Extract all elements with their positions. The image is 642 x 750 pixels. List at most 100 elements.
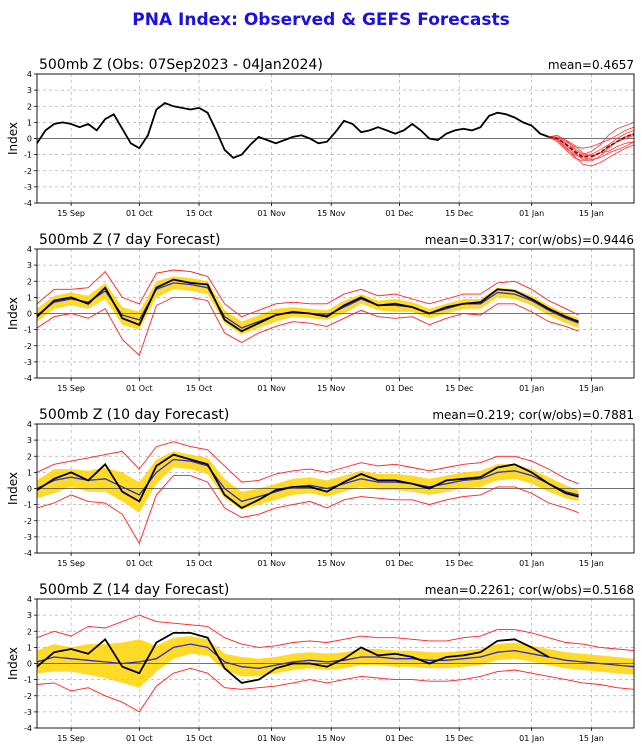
y-axis-label: Index	[6, 472, 20, 505]
ensemble-min-line	[36, 667, 635, 713]
observed-line	[36, 278, 579, 333]
y-tick-label: 4	[27, 70, 32, 79]
panel-stat: mean=0.2261; cor(w/obs)=0.5168	[425, 583, 634, 597]
y-tick-label: 3	[27, 611, 32, 620]
x-tick-label: 01 Dec	[385, 734, 413, 743]
ensemble-max-line	[36, 441, 579, 485]
y-tick-label: -2	[24, 342, 32, 351]
y-tick-label: 4	[27, 245, 32, 254]
x-tick-label: 01 Nov	[257, 559, 286, 568]
x-tick-label: 15 Oct	[186, 209, 213, 218]
x-tick-label: 15 Nov	[317, 734, 346, 743]
x-tick-label: 01 Jan	[519, 734, 544, 743]
x-tick-label: 01 Oct	[126, 384, 153, 393]
x-tick-label: 15 Dec	[445, 209, 473, 218]
panel-stat: mean=0.4657	[548, 58, 634, 72]
x-tick-label: 15 Sep	[57, 384, 85, 393]
chart-panel-3: 500mb Z (10 day Forecast) mean=0.219; cor…	[6, 407, 635, 568]
x-tick-label: 01 Nov	[257, 209, 286, 218]
y-tick-label: -2	[24, 692, 32, 701]
chart-panel-4: 500mb Z (14 day Forecast) mean=0.2261; co…	[6, 582, 635, 743]
ensemble-spread-band	[37, 451, 579, 513]
x-tick-label: 01 Dec	[385, 384, 413, 393]
y-tick-label: 2	[27, 452, 32, 461]
panel-title: 500mb Z (14 day Forecast)	[39, 582, 229, 598]
x-tick-label: 01 Oct	[126, 209, 153, 218]
y-tick-label: -4	[24, 724, 32, 733]
ensemble-max-line	[36, 269, 579, 318]
panel-title: 500mb Z (Obs: 07Sep2023 - 04Jan2024)	[39, 57, 323, 73]
x-tick-label: 01 Oct	[126, 734, 153, 743]
y-tick-label: 2	[27, 627, 32, 636]
y-tick-label: -3	[24, 183, 32, 192]
y-tick-label: 2	[27, 102, 32, 111]
y-tick-label: -1	[24, 676, 32, 685]
y-tick-label: -1	[24, 151, 32, 160]
y-tick-label: -2	[24, 167, 32, 176]
y-tick-label: 1	[27, 293, 32, 302]
ensemble-mean-line	[36, 643, 635, 669]
x-tick-label: 15 Jan	[579, 734, 604, 743]
panel-title: 500mb Z (10 day Forecast)	[39, 407, 229, 423]
forecast-member-line	[548, 136, 635, 167]
y-tick-label: -3	[24, 358, 32, 367]
y-tick-label: -4	[24, 374, 32, 383]
y-tick-label: 0	[27, 660, 32, 669]
x-tick-label: 15 Oct	[186, 559, 213, 568]
observed-line	[36, 101, 550, 159]
x-tick-label: 01 Jan	[519, 384, 544, 393]
y-tick-label: 3	[27, 436, 32, 445]
ensemble-min-line	[36, 475, 579, 545]
forecast-mean-line	[548, 132, 635, 158]
x-tick-label: 01 Oct	[126, 559, 153, 568]
x-tick-label: 01 Nov	[257, 734, 286, 743]
x-tick-label: 15 Jan	[579, 559, 604, 568]
y-axis-label: Index	[6, 647, 20, 680]
y-tick-label: 3	[27, 86, 32, 95]
y-axis-label: Index	[6, 122, 20, 155]
x-tick-label: 01 Dec	[385, 559, 413, 568]
observed-line	[36, 453, 579, 509]
x-tick-label: 15 Jan	[579, 209, 604, 218]
panel-stat: mean=0.219; cor(w/obs)=0.7881	[432, 408, 634, 422]
y-tick-label: 0	[27, 485, 32, 494]
y-tick-label: -1	[24, 326, 32, 335]
x-tick-label: 15 Jan	[579, 384, 604, 393]
y-tick-label: 1	[27, 643, 32, 652]
x-tick-label: 15 Nov	[317, 384, 346, 393]
x-tick-label: 15 Sep	[57, 209, 85, 218]
x-tick-label: 15 Dec	[445, 734, 473, 743]
y-tick-label: 3	[27, 261, 32, 270]
ensemble-min-line	[36, 296, 579, 357]
y-tick-label: 0	[27, 310, 32, 319]
x-tick-label: 15 Oct	[186, 384, 213, 393]
x-tick-label: 15 Dec	[445, 384, 473, 393]
y-tick-label: -1	[24, 501, 32, 510]
y-tick-label: -3	[24, 533, 32, 542]
x-tick-label: 15 Nov	[317, 209, 346, 218]
x-tick-label: 01 Jan	[519, 209, 544, 218]
ensemble-max-line	[36, 614, 635, 652]
x-tick-label: 15 Sep	[57, 734, 85, 743]
observed-line	[36, 632, 550, 684]
y-tick-label: -2	[24, 517, 32, 526]
panel-title: 500mb Z (7 day Forecast)	[39, 232, 220, 248]
y-tick-label: -3	[24, 708, 32, 717]
y-tick-label: 0	[27, 135, 32, 144]
x-tick-label: 15 Dec	[445, 559, 473, 568]
chart-panel-2: 500mb Z (7 day Forecast) mean=0.3317; cor…	[6, 232, 635, 393]
chart-panel-1: 500mb Z (Obs: 07Sep2023 - 04Jan2024) mean…	[6, 57, 635, 218]
figure-title: PNA Index: Observed & GEFS Forecasts	[132, 10, 510, 30]
ensemble-mean-line	[36, 458, 579, 503]
y-tick-label: -4	[24, 549, 32, 558]
forecast-member-line	[548, 122, 635, 156]
panel-stat: mean=0.3317; cor(w/obs)=0.9446	[425, 233, 634, 247]
x-tick-label: 01 Nov	[257, 384, 286, 393]
y-axis-label: Index	[6, 297, 20, 330]
x-tick-label: 15 Oct	[186, 734, 213, 743]
forecast-member-line	[548, 136, 635, 162]
forecast-member-line	[548, 136, 635, 160]
y-tick-label: -4	[24, 199, 32, 208]
x-tick-label: 15 Sep	[57, 559, 85, 568]
